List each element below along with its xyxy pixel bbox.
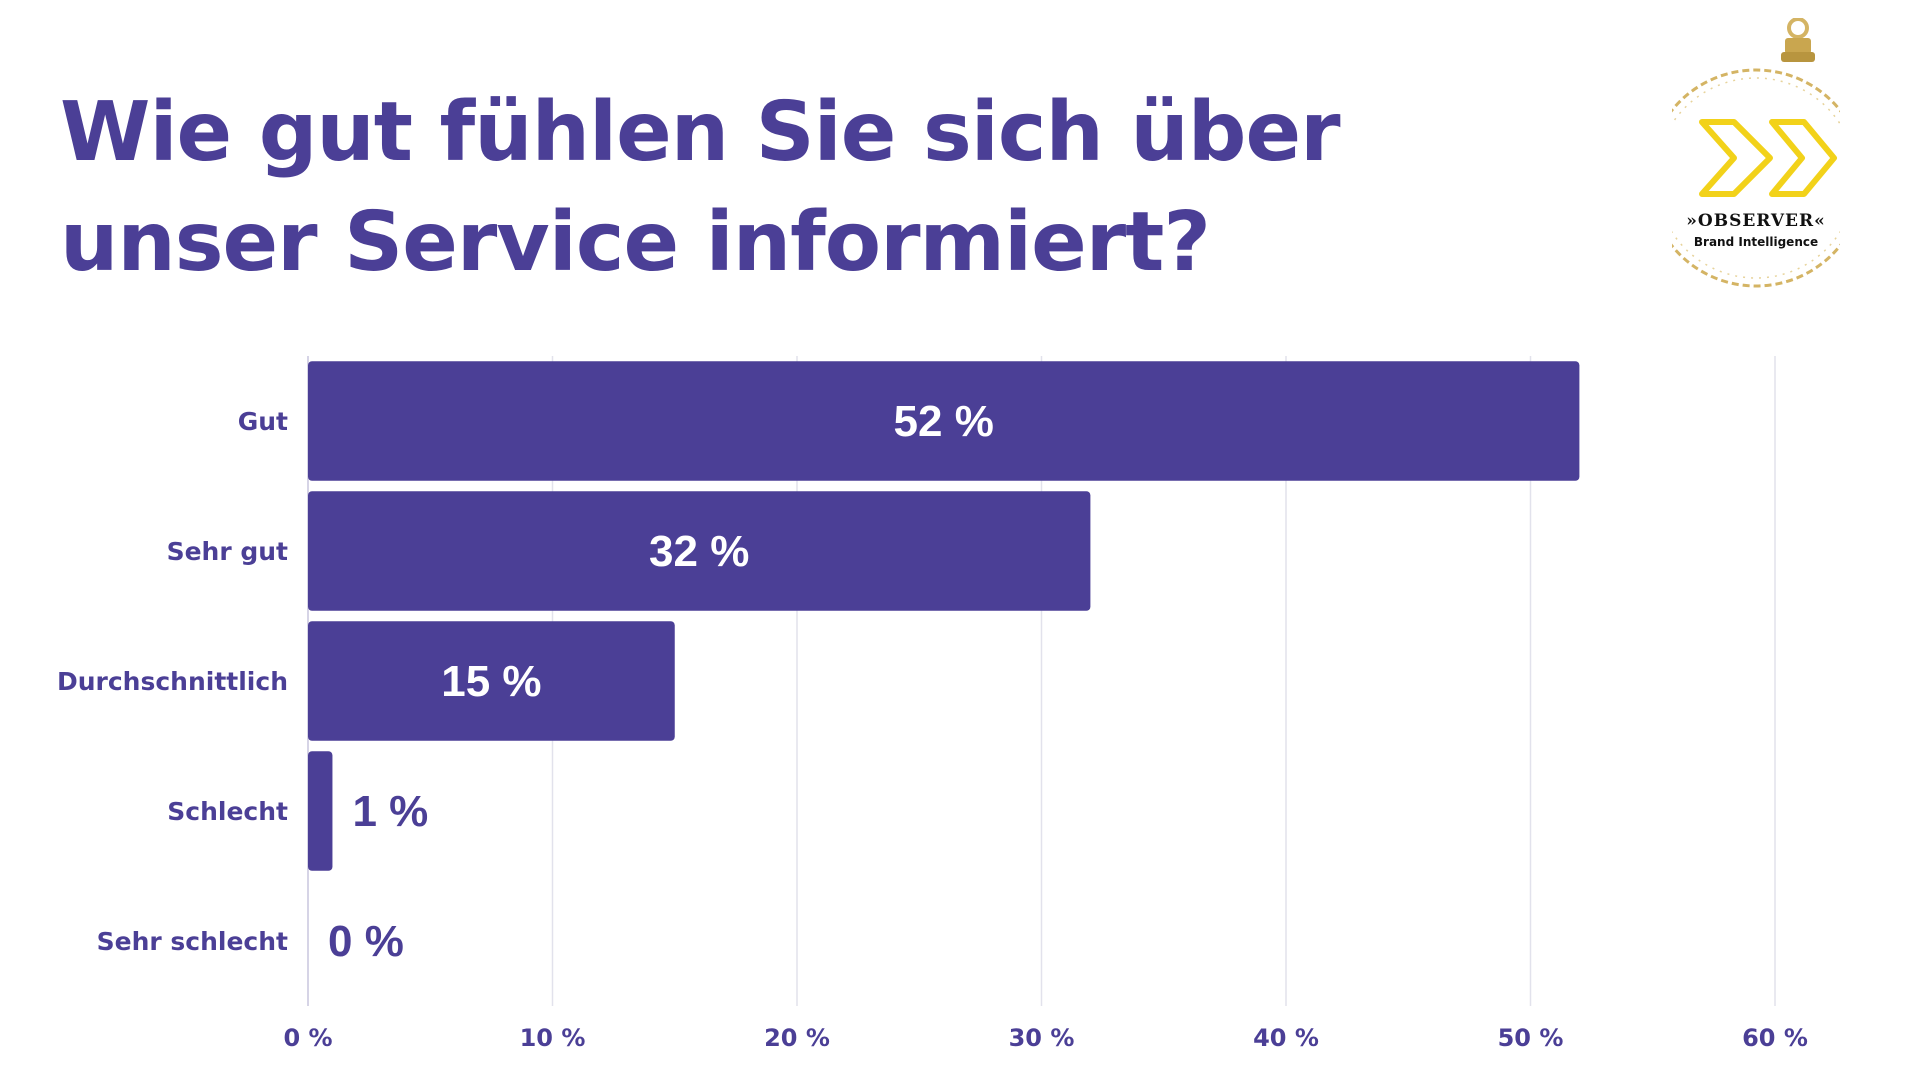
- x-tick-label: 10 %: [520, 1024, 586, 1052]
- observer-logo: »OBSERVER« Brand Intelligence: [1672, 18, 1840, 288]
- x-tick-label: 20 %: [764, 1024, 830, 1052]
- category-label: Sehr gut: [167, 537, 288, 566]
- data-label: 1 %: [352, 787, 428, 836]
- data-label: 32 %: [649, 527, 749, 576]
- bar-sehr-gut: [308, 491, 1091, 611]
- double-chevron-icon: [1699, 119, 1837, 197]
- bar-gut: [308, 361, 1580, 481]
- x-tick-label: 30 %: [1009, 1024, 1075, 1052]
- bar-durchschnittlich: [308, 621, 675, 741]
- x-tick-label: 50 %: [1498, 1024, 1564, 1052]
- category-label: Sehr schlecht: [97, 927, 288, 956]
- bar-schlecht: [308, 751, 333, 871]
- category-labels: Gut Sehr gut Durchschnittlich Schlecht Sehr …: [57, 407, 288, 956]
- data-label: 0 %: [328, 917, 404, 966]
- ornament-cap: [1781, 18, 1815, 62]
- logo-tagline: Brand Intelligence: [1694, 235, 1818, 249]
- x-tick-label: 40 %: [1253, 1024, 1319, 1052]
- category-label: Gut: [238, 407, 288, 436]
- category-label: Schlecht: [167, 797, 288, 826]
- category-label: Durchschnittlich: [57, 667, 288, 696]
- x-tick-label: 0 %: [283, 1024, 332, 1052]
- chart-title: Wie gut fühlen Sie sich über unser Servi…: [60, 85, 1341, 290]
- data-label: 15 %: [441, 657, 541, 706]
- bars: 52 % 32 % 15 % 1 % 0 %: [308, 361, 1580, 966]
- x-tick-labels: 0 % 10 % 20 % 30 % 40 % 50 % 60 %: [283, 1024, 1807, 1052]
- data-label: 52 %: [894, 397, 994, 446]
- logo-brand: »OBSERVER«: [1686, 211, 1825, 231]
- x-tick-label: 60 %: [1742, 1024, 1808, 1052]
